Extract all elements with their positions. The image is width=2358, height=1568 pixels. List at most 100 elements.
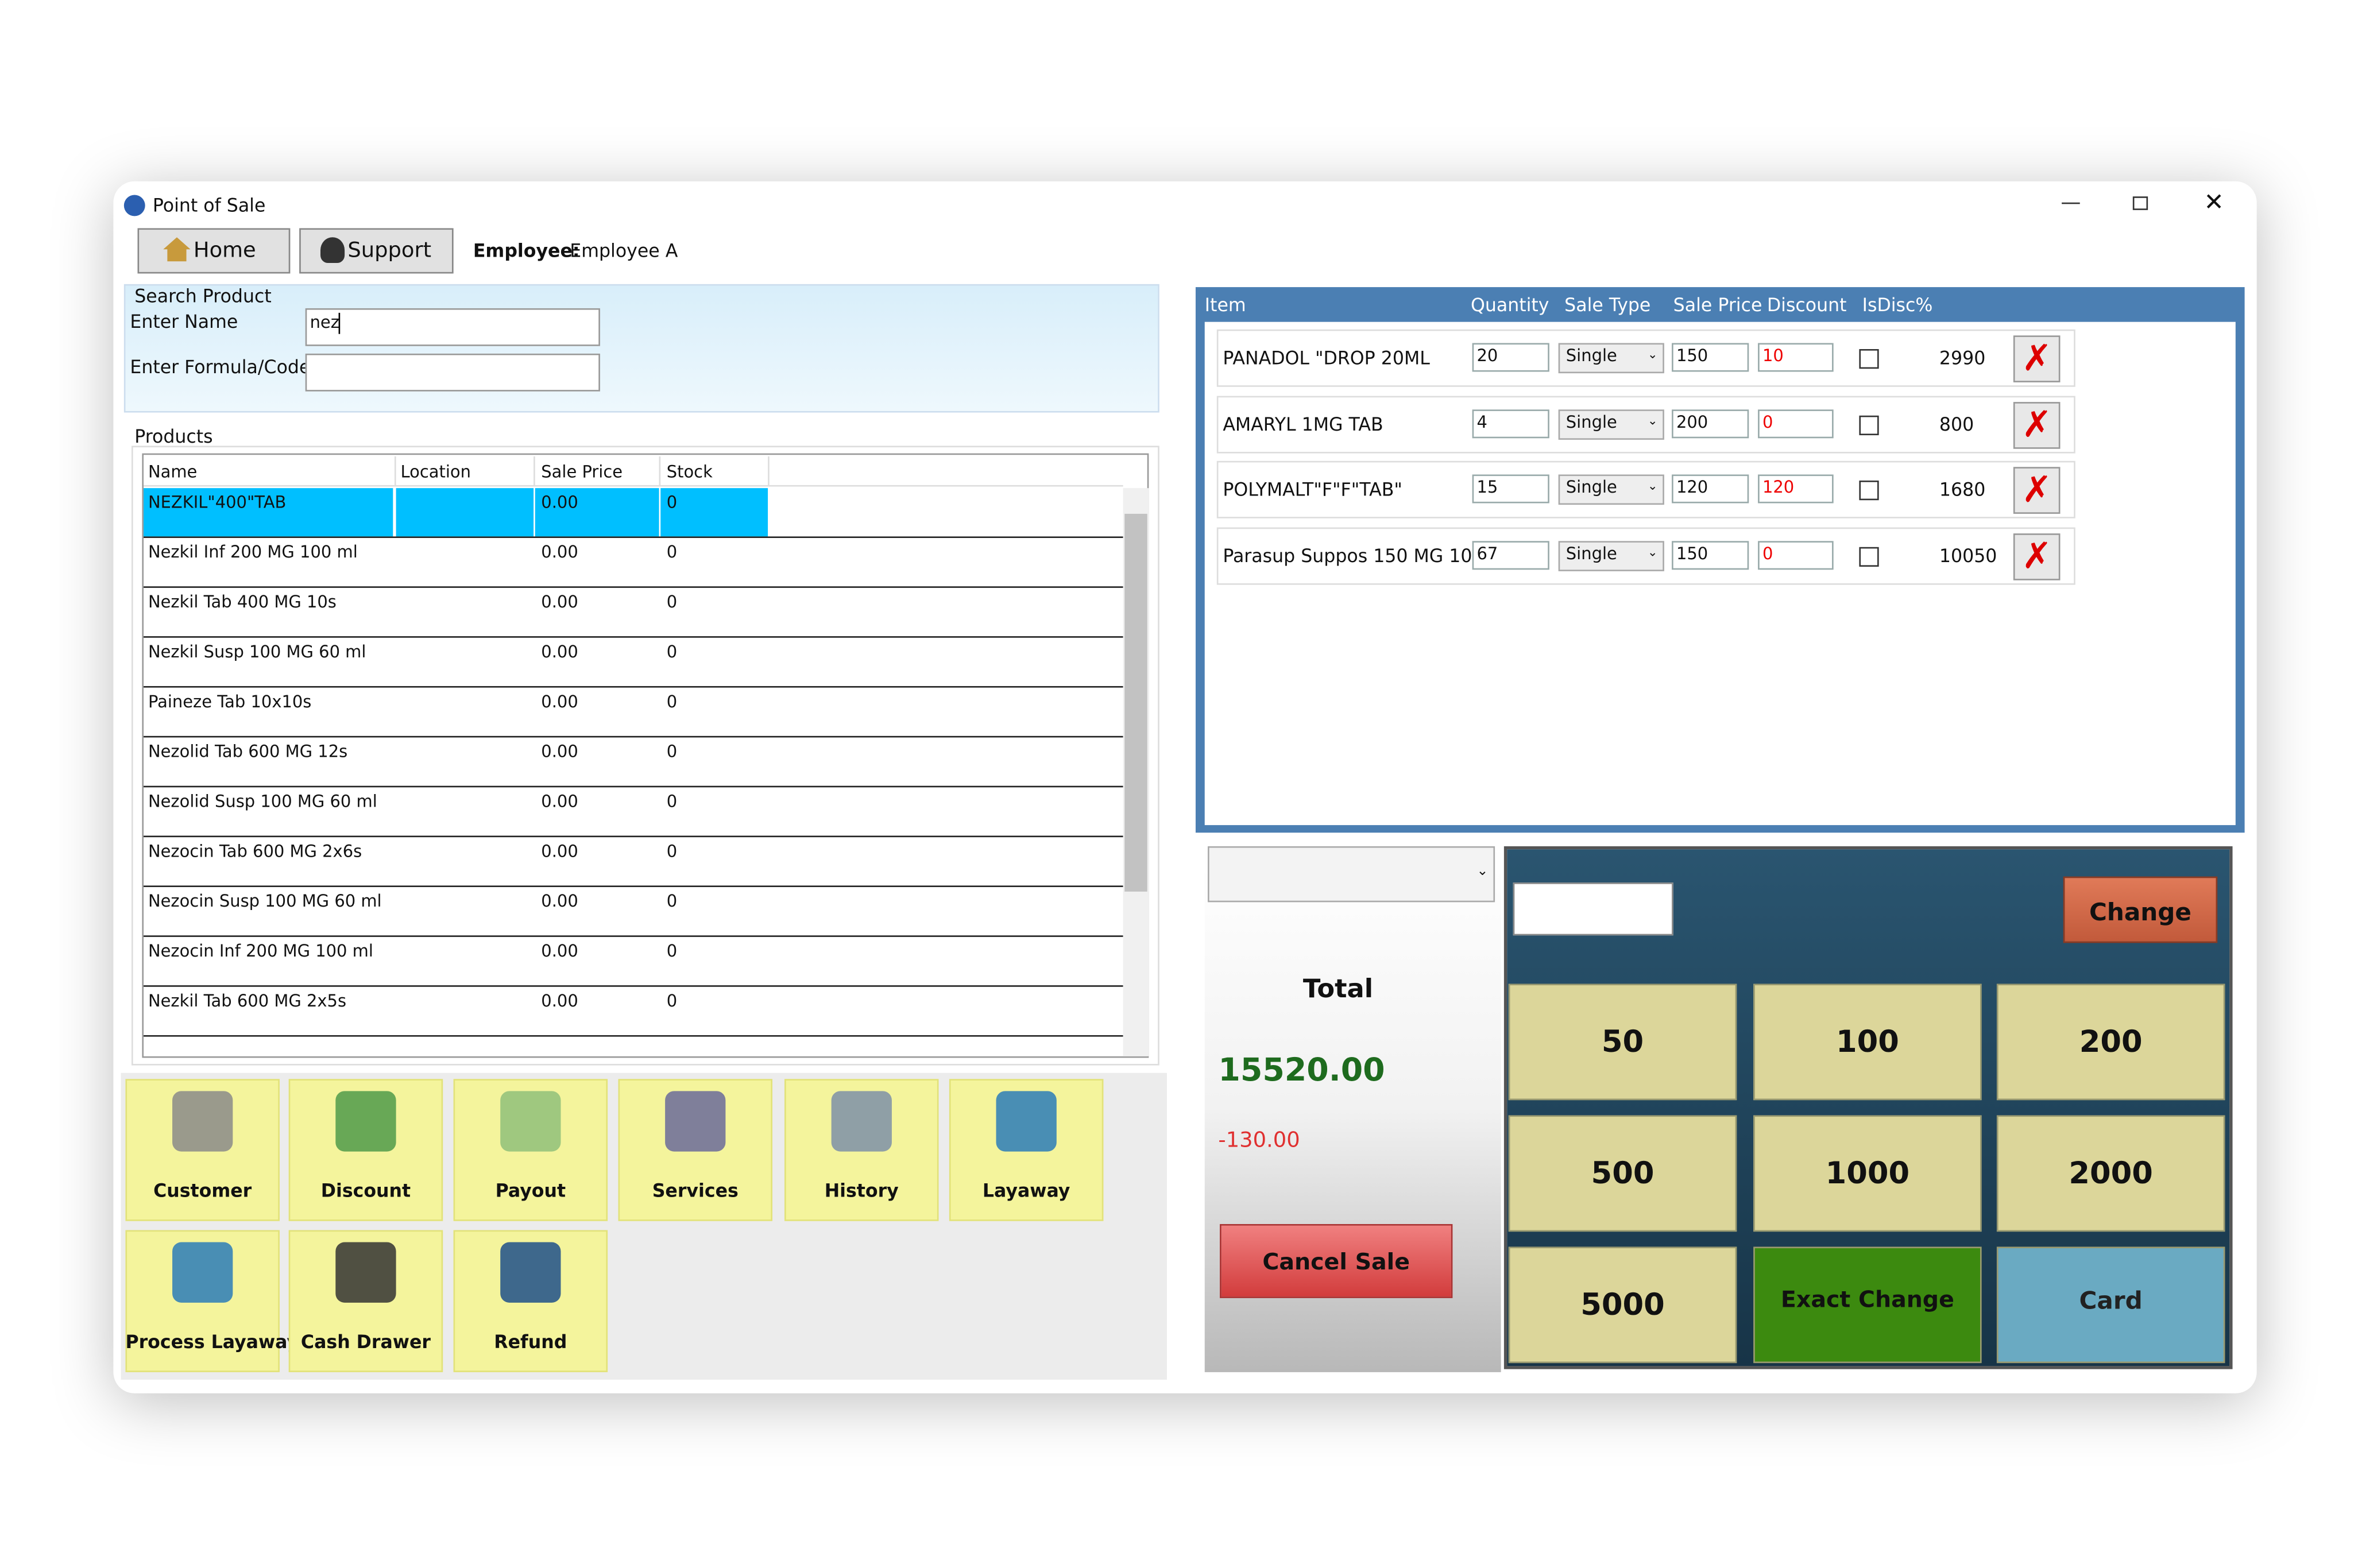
product-price: 0.00 (541, 542, 578, 563)
action-icon (335, 1242, 396, 1303)
isdisc-checkbox[interactable] (1859, 480, 1879, 501)
isdisc-checkbox[interactable] (1859, 546, 1879, 566)
dropdown-arrow: ⌄ (1647, 544, 1658, 559)
name-label: Enter Name (130, 311, 238, 333)
cancel-button[interactable] (1220, 1224, 1453, 1298)
total-label: Total (1302, 974, 1374, 1005)
discount-input[interactable] (1758, 474, 1834, 504)
employee-label: Employee: (473, 240, 580, 262)
cart-column-header: Sale Price (1673, 295, 1762, 316)
action-icon (335, 1091, 396, 1152)
product-stock: 0 (666, 542, 678, 563)
product-row[interactable] (144, 837, 1123, 888)
scrollbar-thumb[interactable] (1124, 513, 1147, 892)
price-value: 150 (1676, 543, 1708, 563)
product-row[interactable] (144, 887, 1123, 937)
minimize[interactable] (2062, 202, 2080, 204)
discount-total: -130.00 (1218, 1129, 1300, 1153)
action-label: Services (652, 1180, 739, 1202)
price-input[interactable] (1672, 408, 1749, 438)
change-button[interactable] (2063, 876, 2218, 943)
product-row[interactable] (144, 638, 1123, 688)
product-price: 0.00 (541, 692, 578, 712)
exact-change-button[interactable] (1753, 1246, 1982, 1364)
payment-dropdown[interactable] (1208, 846, 1495, 903)
products-title: Products (134, 426, 213, 448)
product-name: Nezkil Susp 100 MG 60 ml (148, 642, 366, 662)
amount-key[interactable] (1508, 1115, 1737, 1232)
product-price: 0.00 (541, 941, 578, 961)
amount-key[interactable] (1996, 984, 2225, 1101)
product-row[interactable] (144, 588, 1123, 638)
delete-button[interactable]: ✗ (2013, 401, 2061, 448)
name-value: nez (310, 312, 339, 333)
isdisc-checkbox[interactable] (1859, 349, 1879, 369)
action-icon (172, 1242, 233, 1303)
product-price: 0.00 (541, 792, 578, 812)
isdisc-checkbox[interactable] (1859, 415, 1879, 435)
discount-input[interactable] (1758, 343, 1834, 372)
action-icon (172, 1091, 233, 1152)
amount-key[interactable] (1996, 1115, 2225, 1232)
code-input[interactable] (305, 353, 600, 392)
product-stock: 0 (666, 792, 678, 812)
cart-item: AMARYL 1MG TAB (1223, 413, 1383, 435)
cart-column-header: Quantity (1470, 295, 1549, 316)
product-row[interactable] (144, 688, 1123, 738)
amount-key[interactable] (1753, 1115, 1982, 1232)
sale-type-select[interactable] (1558, 474, 1664, 505)
sale-type-select[interactable] (1558, 343, 1664, 374)
search-title: Search Product (134, 285, 272, 307)
product-price: 0.00 (541, 991, 578, 1011)
cart-item: POLYMALT"F"F"TAB" (1223, 479, 1402, 501)
quantity-input[interactable] (1472, 474, 1549, 504)
product-price: 0.00 (541, 891, 578, 912)
action-icon (831, 1091, 892, 1152)
employee-name: Employee A (570, 240, 678, 262)
product-row[interactable] (144, 987, 1123, 1037)
product-row[interactable] (144, 538, 1123, 588)
tender-input[interactable] (1513, 882, 1673, 936)
price-input[interactable] (1672, 343, 1749, 372)
product-stock: 0 (666, 493, 678, 513)
quantity-input[interactable] (1472, 540, 1549, 569)
home-button[interactable] (137, 228, 291, 274)
delete-button[interactable]: ✗ (2013, 335, 2061, 382)
product-row[interactable] (144, 737, 1123, 788)
support-button[interactable] (299, 228, 454, 274)
quantity-value: 67 (1476, 543, 1498, 563)
product-row[interactable] (144, 937, 1123, 987)
quantity-input[interactable] (1472, 408, 1549, 438)
discount-input[interactable] (1758, 408, 1834, 438)
card-button-label: Card (2079, 1286, 2143, 1315)
product-stock: 0 (666, 642, 678, 662)
product-name: Nezocin Susp 100 MG 60 ml (148, 891, 382, 912)
card-button[interactable] (1996, 1246, 2225, 1364)
delete-button[interactable]: ✗ (2013, 532, 2061, 580)
price-input[interactable] (1672, 474, 1749, 504)
product-name: Nezolid Susp 100 MG 60 ml (148, 792, 377, 812)
delete-button[interactable]: ✗ (2013, 467, 2061, 514)
discount-input[interactable] (1758, 540, 1834, 569)
discount-value: 10 (1762, 346, 1784, 366)
product-row[interactable] (144, 787, 1123, 838)
amount-key[interactable] (1508, 984, 1737, 1101)
restore[interactable] (2132, 196, 2148, 210)
name-input[interactable] (305, 308, 600, 346)
total-value: 15520.00 (1218, 1051, 1385, 1089)
cart-item: Parasup Suppos 150 MG 10s (1223, 544, 1482, 566)
price-input[interactable] (1672, 540, 1749, 569)
product-stock: 0 (666, 692, 678, 712)
product-row[interactable] (144, 488, 1123, 539)
sale-type-select[interactable] (1558, 540, 1664, 571)
product-stock: 0 (666, 842, 678, 862)
action-label: Refund (494, 1331, 567, 1353)
product-name: NEZKIL"400"TAB (148, 493, 287, 513)
amount-key[interactable] (1753, 984, 1982, 1101)
quantity-input[interactable] (1472, 343, 1549, 372)
sale-type-select[interactable] (1558, 408, 1664, 439)
action-label: Layaway (982, 1180, 1070, 1202)
close[interactable]: ✕ (2204, 187, 2224, 216)
action-label: Process Layaway (125, 1331, 299, 1353)
amount-key[interactable] (1508, 1246, 1737, 1364)
